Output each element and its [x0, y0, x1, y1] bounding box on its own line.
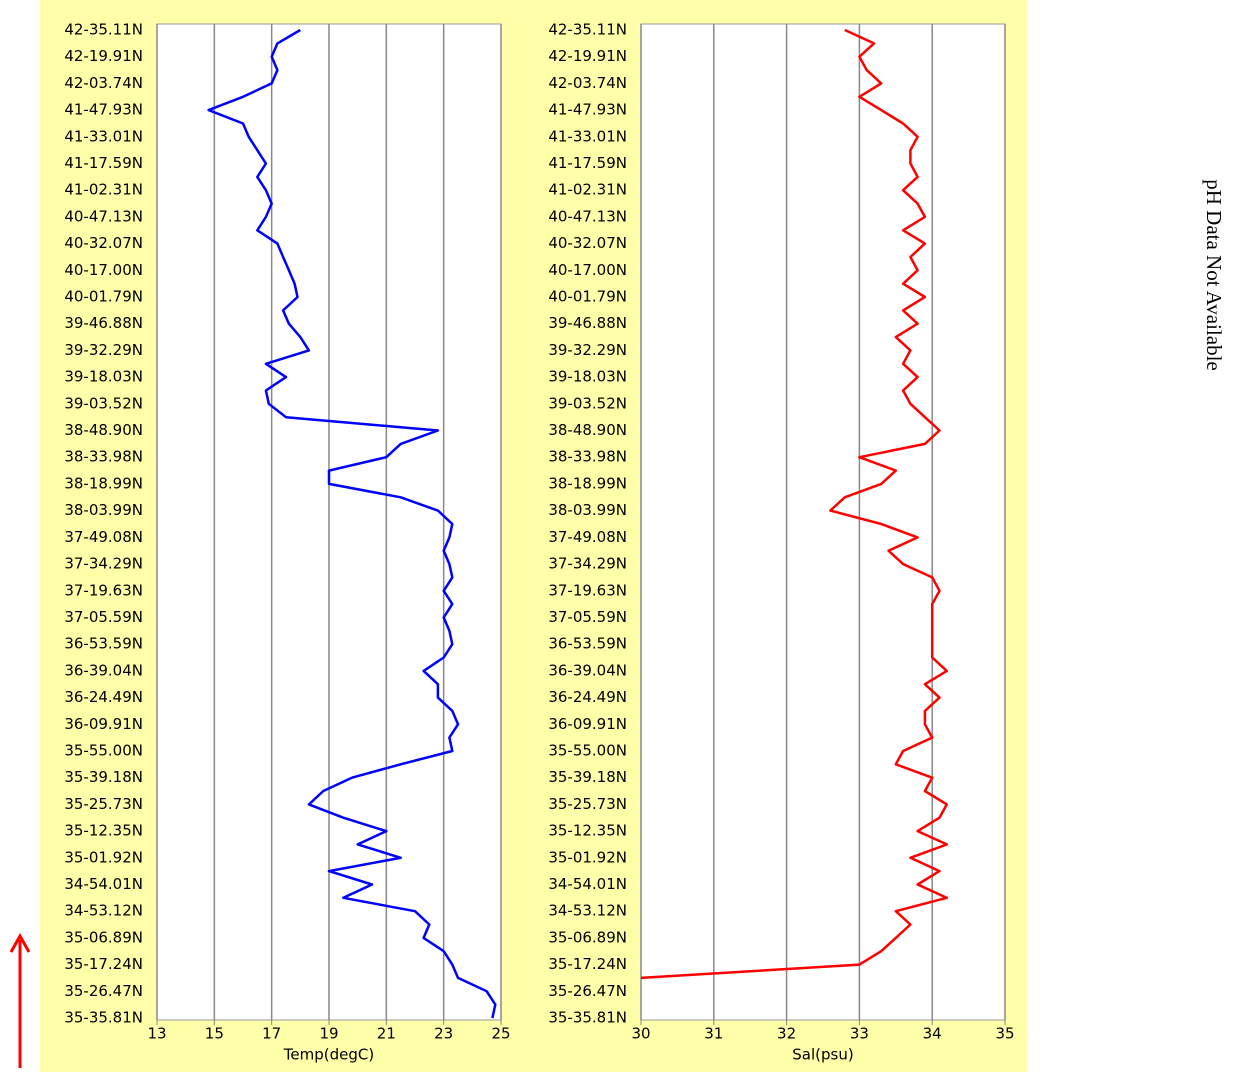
y-tick-label: 36-39.04N	[64, 661, 143, 679]
y-tick-label: 35-17.24N	[64, 955, 143, 973]
y-tick-label: 35-12.35N	[64, 822, 143, 840]
ph-note: pH Data Not Available	[1202, 179, 1226, 370]
y-tick-label: 41-33.01N	[548, 127, 627, 145]
y-tick-label: 34-54.01N	[548, 875, 627, 893]
y-tick-label: 35-12.35N	[548, 822, 627, 840]
y-tick-label: 35-35.81N	[64, 1009, 143, 1027]
x-tick-label: 33	[850, 1025, 869, 1043]
y-tick-label: 40-47.13N	[64, 207, 143, 225]
y-tick-label: 37-34.29N	[548, 555, 627, 573]
y-tick-label: 40-32.07N	[64, 234, 143, 252]
y-tick-label: 37-05.59N	[548, 608, 627, 626]
y-tick-label: 34-54.01N	[64, 875, 143, 893]
y-tick-label: 35-06.89N	[64, 928, 143, 946]
y-tick-label: 36-39.04N	[548, 661, 627, 679]
y-tick-label: 39-32.29N	[548, 341, 627, 359]
y-tick-label: 41-33.01N	[64, 127, 143, 145]
y-tick-label: 42-19.91N	[64, 47, 143, 65]
y-tick-label: 35-01.92N	[64, 848, 143, 866]
y-tick-label: 35-26.47N	[64, 982, 143, 1000]
y-tick-label: 35-26.47N	[548, 982, 627, 1000]
y-tick-label: 38-48.90N	[548, 421, 627, 439]
y-tick-label: 39-46.88N	[548, 314, 627, 332]
y-tick-label: 39-03.52N	[548, 394, 627, 412]
y-tick-label: 34-53.12N	[64, 902, 143, 920]
y-tick-label: 41-02.31N	[64, 181, 143, 199]
y-tick-label: 35-39.18N	[548, 768, 627, 786]
y-tick-label: 40-01.79N	[64, 288, 143, 306]
y-tick-label: 37-49.08N	[64, 528, 143, 546]
y-tick-label: 35-35.81N	[548, 1009, 627, 1027]
y-tick-label: 37-49.08N	[548, 528, 627, 546]
y-tick-label: 38-03.99N	[548, 501, 627, 519]
y-tick-label: 35-01.92N	[548, 848, 627, 866]
y-tick-label: 39-18.03N	[548, 368, 627, 386]
y-tick-label: 35-39.18N	[64, 768, 143, 786]
y-tick-label: 36-09.91N	[64, 715, 143, 733]
y-tick-label: 40-17.00N	[548, 261, 627, 279]
y-tick-label: 36-53.59N	[548, 635, 627, 653]
y-tick-label: 38-33.98N	[64, 448, 143, 466]
y-tick-label: 39-03.52N	[64, 394, 143, 412]
y-tick-label: 37-34.29N	[64, 555, 143, 573]
y-tick-label: 35-25.73N	[64, 795, 143, 813]
y-tick-label: 41-47.93N	[64, 101, 143, 119]
y-tick-label: 38-18.99N	[64, 474, 143, 492]
y-tick-label: 42-03.74N	[548, 74, 627, 92]
y-tick-label: 36-24.49N	[548, 688, 627, 706]
y-tick-label: 39-32.29N	[64, 341, 143, 359]
data-line	[640, 28, 949, 980]
x-tick-label: 35	[995, 1025, 1014, 1043]
y-tick-label: 41-17.59N	[548, 154, 627, 172]
y-tick-label: 40-32.07N	[548, 234, 627, 252]
y-tick-label: 40-47.13N	[548, 207, 627, 225]
x-tick-label: 25	[491, 1025, 510, 1043]
x-tick-label: 21	[377, 1025, 396, 1043]
y-tick-label: 35-55.00N	[64, 741, 143, 759]
y-tick-label: 40-01.79N	[548, 288, 627, 306]
y-tick-label: 35-25.73N	[548, 795, 627, 813]
y-tick-label: 41-17.59N	[64, 154, 143, 172]
y-tick-label: 36-09.91N	[548, 715, 627, 733]
x-tick-label: 32	[777, 1025, 796, 1043]
x-tick-label: 13	[147, 1025, 166, 1043]
y-tick-label: 38-48.90N	[64, 421, 143, 439]
y-tick-label: 42-03.74N	[64, 74, 143, 92]
y-tick-label: 36-24.49N	[64, 688, 143, 706]
y-tick-label: 39-18.03N	[64, 368, 143, 386]
y-tick-label: 34-53.12N	[548, 902, 627, 920]
y-tick-label: 39-46.88N	[64, 314, 143, 332]
x-tick-label: 23	[434, 1025, 453, 1043]
y-tick-label: 36-53.59N	[64, 635, 143, 653]
x-tick-label: 15	[205, 1025, 224, 1043]
x-tick-label: 34	[923, 1025, 942, 1043]
y-tick-label: 37-05.59N	[64, 608, 143, 626]
y-tick-label: 38-03.99N	[64, 501, 143, 519]
data-line	[207, 28, 497, 1019]
y-tick-label: 35-06.89N	[548, 928, 627, 946]
y-tick-label: 42-35.11N	[64, 21, 143, 39]
direction-arrow-head	[9, 932, 31, 953]
x-axis-label: Sal(psu)	[792, 1046, 853, 1064]
y-tick-label: 42-19.91N	[548, 47, 627, 65]
plot-area	[640, 23, 1006, 1021]
y-tick-label: 37-19.63N	[64, 581, 143, 599]
y-tick-label: 42-35.11N	[548, 21, 627, 39]
y-tick-label: 40-17.00N	[64, 261, 143, 279]
y-tick-label: 41-47.93N	[548, 101, 627, 119]
y-tick-label: 38-33.98N	[548, 448, 627, 466]
x-axis-label: Temp(degC)	[283, 1046, 374, 1064]
y-tick-label: 37-19.63N	[548, 581, 627, 599]
x-tick-label: 19	[319, 1025, 338, 1043]
y-tick-label: 35-55.00N	[548, 741, 627, 759]
y-tick-label: 38-18.99N	[548, 474, 627, 492]
x-tick-label: 17	[262, 1025, 281, 1043]
x-tick-label: 31	[704, 1025, 723, 1043]
y-tick-label: 41-02.31N	[548, 181, 627, 199]
y-tick-label: 35-17.24N	[548, 955, 627, 973]
x-tick-label: 30	[631, 1025, 650, 1043]
